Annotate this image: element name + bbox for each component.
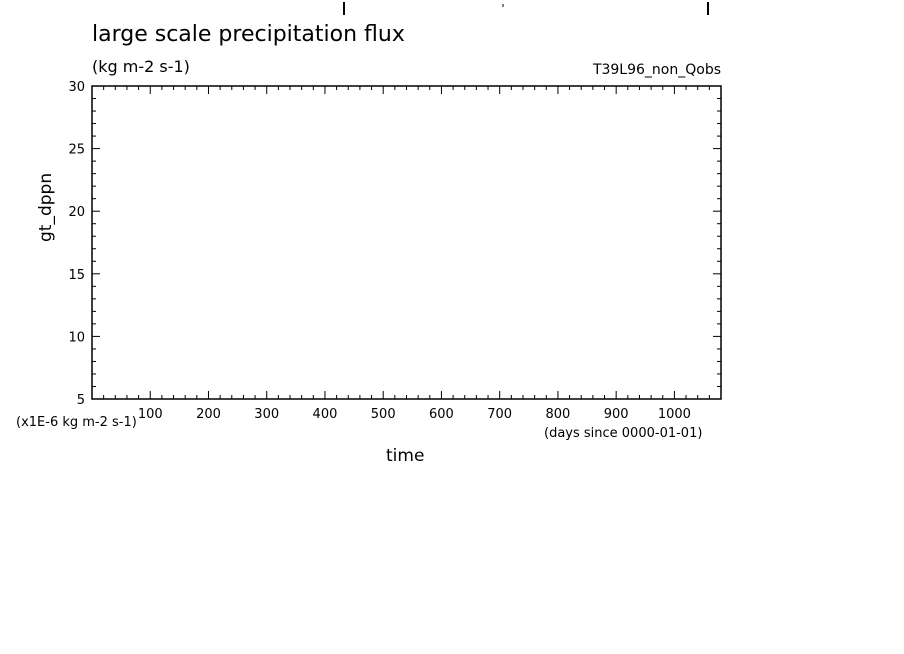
x-axis-units: (days since 0000-01-01) bbox=[544, 426, 703, 441]
x-tick-label: 1000 bbox=[658, 407, 691, 422]
y-axis-units: (x1E-6 kg m-2 s-1) bbox=[16, 415, 137, 430]
plot-frame bbox=[91, 85, 722, 400]
x-tick-label: 500 bbox=[371, 407, 396, 422]
x-tick-label: 200 bbox=[196, 407, 221, 422]
x-axis-label: time bbox=[386, 446, 425, 466]
x-tick-label: 800 bbox=[546, 407, 571, 422]
y-tick-label: 25 bbox=[68, 143, 85, 158]
tick-labels: 100 200 300 400 500 600 700 800 900 1000 5 10 15 20 25… bbox=[68, 80, 691, 422]
x-tick-label: 400 bbox=[313, 407, 338, 422]
chart-title: large scale precipitation flux bbox=[92, 22, 405, 47]
axis-ticks bbox=[92, 86, 721, 399]
chart-units: (kg m-2 s-1) bbox=[92, 57, 190, 76]
y-tick-label: 10 bbox=[68, 330, 85, 345]
x-tick-label: 300 bbox=[254, 407, 279, 422]
x-tick-label: 900 bbox=[604, 407, 629, 422]
top-marks bbox=[343, 2, 709, 15]
run-label: T39L96_non_Qobs bbox=[592, 62, 721, 78]
y-tick-label: 30 bbox=[68, 80, 85, 95]
x-tick-label: 100 bbox=[138, 407, 163, 422]
y-tick-label: 15 bbox=[68, 268, 85, 283]
y-tick-label: 5 bbox=[77, 393, 85, 408]
x-tick-label: 700 bbox=[487, 407, 512, 422]
y-tick-label: 20 bbox=[68, 205, 85, 220]
x-tick-label: 600 bbox=[429, 407, 454, 422]
